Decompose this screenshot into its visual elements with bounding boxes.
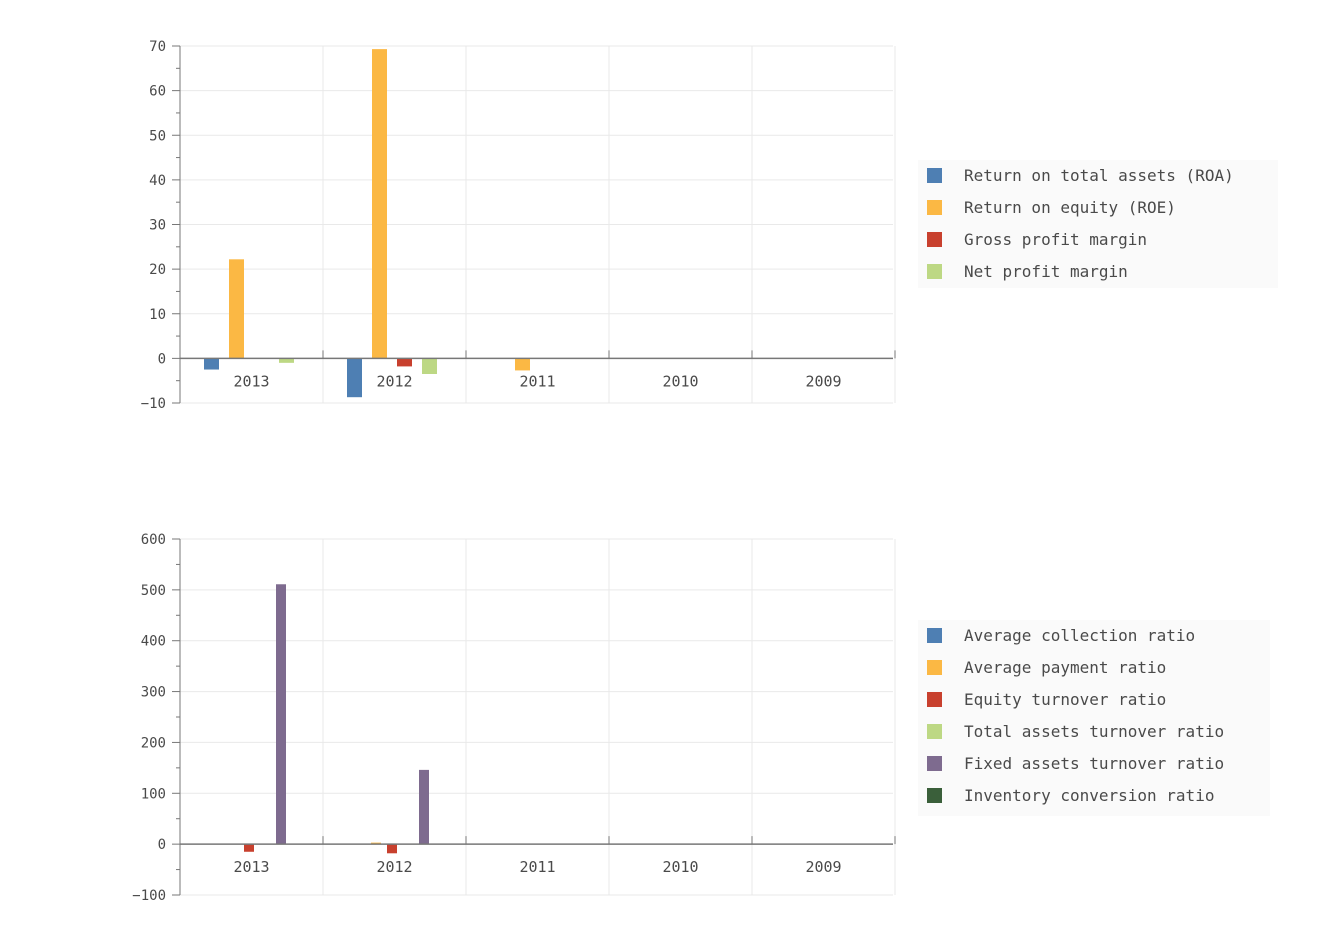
x-tick-label: 2013 xyxy=(233,372,269,390)
legend-swatch xyxy=(927,724,942,739)
legend-swatch xyxy=(927,660,942,675)
y-tick-label: 0 xyxy=(158,837,166,853)
legend-swatch xyxy=(927,788,942,803)
x-tick-label: 2012 xyxy=(376,858,412,876)
bar-2013-equity-turnover-ratio xyxy=(244,844,254,852)
y-tick-label: 200 xyxy=(141,735,166,751)
y-tick-label: −10 xyxy=(141,396,166,412)
y-tick-label: 500 xyxy=(141,583,166,599)
y-tick-label: 50 xyxy=(149,128,166,144)
bar-2013-net-profit-margin xyxy=(279,358,294,363)
legend-label: Average collection ratio xyxy=(964,626,1195,645)
y-tick-label: 70 xyxy=(149,39,166,55)
bar-2012-average-payment-ratio xyxy=(371,842,381,845)
legend-swatch xyxy=(927,628,942,643)
x-tick-label: 2012 xyxy=(376,372,412,390)
legend-label: Net profit margin xyxy=(964,262,1128,281)
legend-label: Return on total assets (ROA) xyxy=(964,166,1234,185)
y-tick-label: 60 xyxy=(149,84,166,100)
bar-2013-return-on-total-assets-roa xyxy=(204,358,219,370)
profitability-chart-svg: −10 0 10 20 30 40 50 60 70 2013 2012 2011 2010 2009 Re… xyxy=(141,39,1278,412)
bar-2012-return-on-total-assets-roa xyxy=(347,358,362,398)
legend-box xyxy=(918,160,1278,288)
y-tick-label: 40 xyxy=(149,173,166,189)
bar-2012-fixed-assets-turnover-ratio xyxy=(419,769,429,845)
y-tick-label: 300 xyxy=(141,685,166,701)
y-tick-label: 10 xyxy=(149,307,166,323)
x-tick-label: 2010 xyxy=(662,858,698,876)
x-tick-label: 2013 xyxy=(233,858,269,876)
turnover-chart: −100 0 100 200 300 400 500 600 2013 2012 2011 2010 2… xyxy=(0,500,1340,930)
legend-swatch xyxy=(927,264,942,279)
legend-label: Total assets turnover ratio xyxy=(964,722,1224,741)
y-tick-label: 20 xyxy=(149,262,166,278)
bar-2012-gross-profit-margin xyxy=(397,358,412,367)
plot-area xyxy=(180,539,893,895)
bar-2012-return-on-equity-roe xyxy=(372,49,387,359)
x-tick-label: 2011 xyxy=(519,372,555,390)
bar-2011-return-on-equity-roe xyxy=(515,358,530,371)
legend-label: Equity turnover ratio xyxy=(964,690,1166,709)
legend-label: Average payment ratio xyxy=(964,658,1166,677)
x-tick-label: 2009 xyxy=(805,858,841,876)
legend-swatch xyxy=(927,200,942,215)
y-tick-label: 600 xyxy=(141,532,166,548)
y-tick-label: 30 xyxy=(149,218,166,234)
y-tick-label: −100 xyxy=(132,888,166,904)
x-tick-label: 2010 xyxy=(662,372,698,390)
x-tick-label: 2011 xyxy=(519,858,555,876)
x-tick-label: 2009 xyxy=(805,372,841,390)
bar-2013-return-on-equity-roe xyxy=(229,259,244,359)
legend-swatch xyxy=(927,232,942,247)
legend-label: Fixed assets turnover ratio xyxy=(964,754,1224,773)
legend-swatch xyxy=(927,756,942,771)
bar-2013-fixed-assets-turnover-ratio xyxy=(276,584,286,845)
turnover-chart-svg: −100 0 100 200 300 400 500 600 2013 2012 2011 2010 2… xyxy=(132,532,1270,904)
legend-box xyxy=(918,620,1270,816)
legend-swatch xyxy=(927,692,942,707)
y-tick-label: 100 xyxy=(141,786,166,802)
legend-label: Return on equity (ROE) xyxy=(964,198,1176,217)
bar-2012-equity-turnover-ratio xyxy=(387,844,397,854)
legend-label: Inventory conversion ratio xyxy=(964,786,1214,805)
bar-2012-net-profit-margin xyxy=(422,358,437,374)
y-tick-label: 400 xyxy=(141,634,166,650)
profitability-chart: −10 0 10 20 30 40 50 60 70 2013 2012 2011 2010 2009 Re… xyxy=(0,0,1340,440)
legend-swatch xyxy=(927,168,942,183)
y-tick-label: 0 xyxy=(158,351,166,367)
legend-label: Gross profit margin xyxy=(964,230,1147,249)
